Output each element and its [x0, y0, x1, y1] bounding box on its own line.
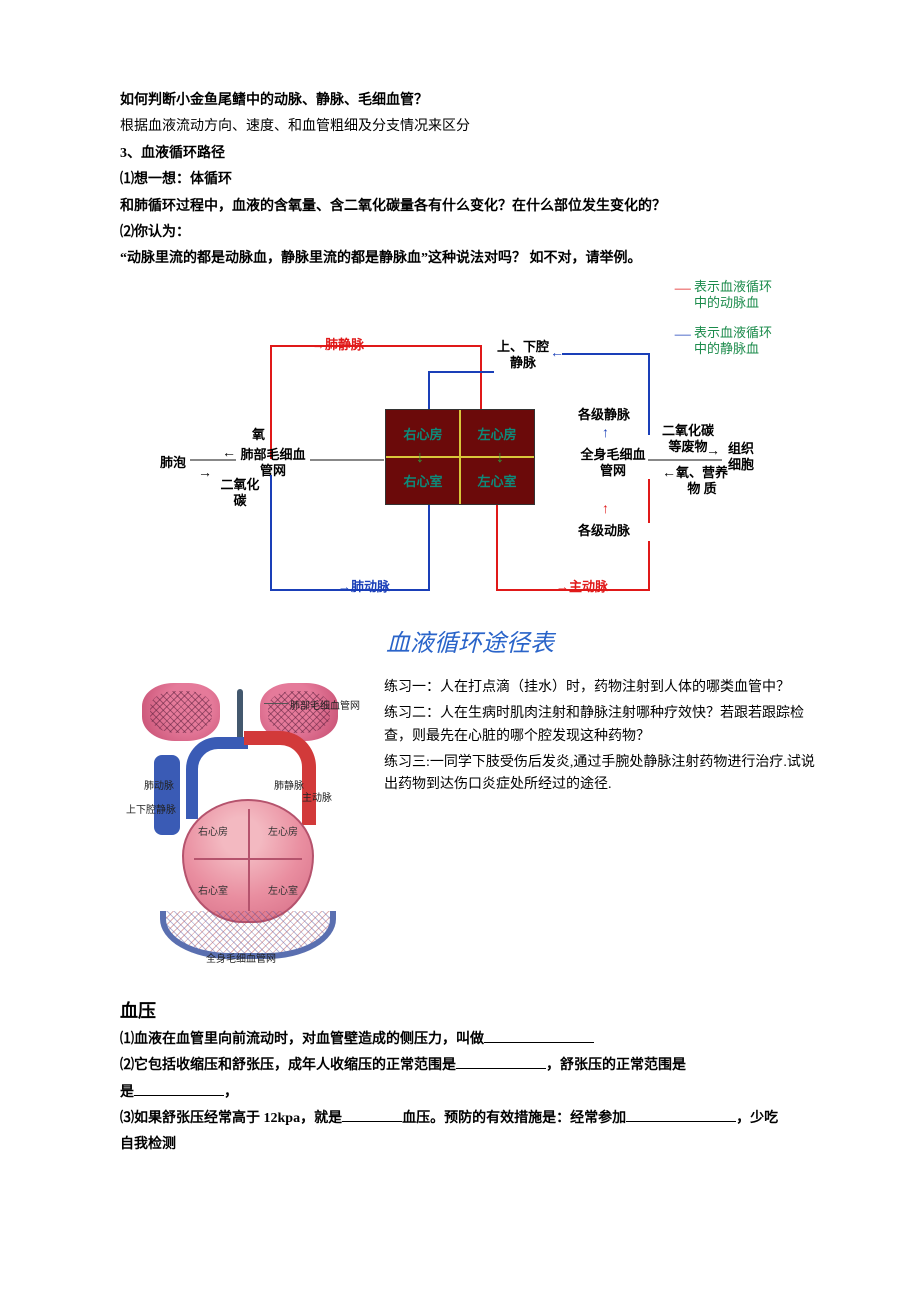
legend-vein: 表示血液循环中的静脉血 [694, 325, 780, 358]
lbl-geji-jingmai: 各级静脉 [578, 407, 630, 423]
lbl-quanshen-maoxi: 全身毛细血管网 [578, 447, 648, 480]
il-quanshen: 全身毛细血管网 [206, 950, 276, 965]
il-lung-net: 肺部毛细血管网 [290, 697, 360, 712]
think-2-body: “动脉里流的都是动脉血，静脉里流的都是静脉血”这种说法对吗？ 如不对，请举例。 [120, 248, 820, 270]
il-shangxia: 上下腔静脉 [126, 801, 176, 816]
circulation-flowchart: — 表示血液循环中的动脉血 — 表示血液循环中的静脉血 →肺静脉 上、下腔静脉 … [160, 279, 780, 659]
self-test: 自我检测 [120, 1134, 820, 1156]
il-zhudongmai: 主动脉 [302, 789, 332, 804]
lbl-geji-dongmai: 各级动脉 [578, 523, 630, 539]
fish-question: 如何判断小金鱼尾鳍中的动脉、静脉、毛细血管？ [120, 90, 820, 112]
fish-answer: 根据血液流动方向、速度、和血管粗细及分支情况来区分 [120, 116, 820, 138]
bp-line3: ⑶如果舒张压经常高于 12kpa，就是血压。预防的有效措施是：经常参加，少吃 [120, 1108, 820, 1130]
il-feidongmai: 肺动脉 [144, 777, 174, 792]
think-2: ⑵你认为： [120, 222, 820, 244]
practice-2: 练习二：人在生病时肌肉注射和静脉注射哪种疗效快？若跟若跟踪检查，则最先在心脏的哪… [384, 703, 820, 748]
il-feijingmai: 肺静脉 [274, 777, 304, 792]
lbl-shangxia: 上、下腔静脉 [496, 339, 550, 372]
bp-line1: ⑴血液在血管里向前流动时，对血管壁造成的侧压力，叫做 [120, 1029, 820, 1051]
circulation-illustration: 右心房 左心房 右心室 左心室 肺部毛细血管网 肺动脉 肺静脉 主动脉 上下腔静… [120, 677, 360, 967]
lbl-o2-nutrient: 氧、营养物 质 [674, 465, 730, 498]
lbl-yang: 氧 [252, 427, 265, 443]
heart-box: 右心房 左心房 右心室 左心室 ↓ ↓ [385, 409, 535, 505]
bp-line2b: 是， [120, 1082, 820, 1104]
lbl-zhu-dongmai: →主动脉 [556, 579, 608, 595]
lbl-fei-dongmai: →肺动脉 [338, 579, 390, 595]
bp-line2: ⑵它包括收缩压和舒张压，成年人收缩压的正常范围是，舒张压的正常范围是 [120, 1055, 820, 1077]
practice-3: 练习三:一同学下肢受伤后发炎,通过手腕处静脉注射药物进行治疗.试说出药物到达伤口… [384, 752, 820, 797]
flowchart-title: 血液循环途径表 [160, 629, 780, 659]
section-3-title: 3、血液循环路径 [120, 143, 820, 165]
practice-1: 练习一：人在打点滴（挂水）时，药物注射到人体的哪类血管中？ [384, 677, 820, 699]
lbl-co2: 二氧化碳 [220, 477, 260, 510]
bp-title: 血压 [120, 997, 820, 1023]
legend-artery: 表示血液循环中的动脉血 [694, 279, 780, 312]
lbl-feibu-maoxi: 肺部毛细血管网 [238, 447, 308, 480]
think-1: ⑴想一想：体循环 [120, 169, 820, 191]
lbl-feipao: 肺泡 [160, 455, 186, 471]
think-1-body: 和肺循环过程中，血液的含氧量、含二氧化碳量各有什么变化？在什么部位发生变化的？ [120, 196, 820, 218]
